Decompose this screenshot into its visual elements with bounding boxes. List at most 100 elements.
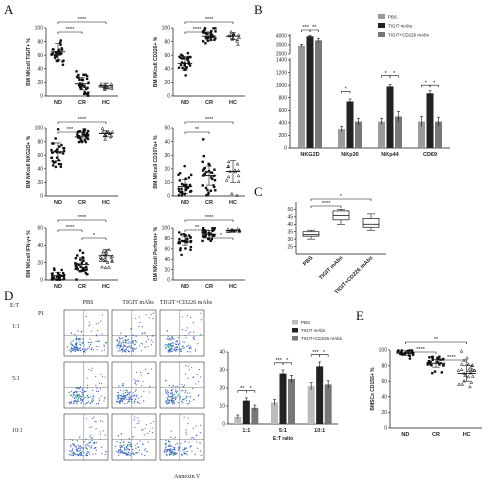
x-category-label: NKG2D xyxy=(300,152,319,158)
flow-event xyxy=(121,351,124,353)
flow-event xyxy=(103,400,105,402)
flow-event xyxy=(168,453,171,455)
flow-event xyxy=(116,344,118,347)
flow-event xyxy=(169,444,171,446)
flow-event xyxy=(91,367,93,369)
flow-event xyxy=(187,422,189,425)
flow-event xyxy=(152,341,154,343)
x-category-label: ND xyxy=(181,284,189,290)
sig-cr-hc-stars: **** xyxy=(447,355,456,361)
data-point xyxy=(79,139,83,142)
sig-nd-hc-stars: **** xyxy=(78,117,87,123)
flow-event xyxy=(79,338,82,340)
flow-event xyxy=(117,394,120,396)
flow-event xyxy=(140,343,142,345)
data-point xyxy=(459,349,464,353)
data-point xyxy=(110,129,115,134)
data-point xyxy=(177,189,181,193)
data-point xyxy=(201,231,204,234)
flow-event xyxy=(75,343,78,345)
flow-event xyxy=(73,443,76,446)
y-tick-label: 30 xyxy=(219,368,225,374)
data-point xyxy=(431,357,434,360)
flow-event xyxy=(173,403,176,405)
flow-event xyxy=(68,402,71,405)
flow-event xyxy=(150,314,152,316)
flow-event xyxy=(144,333,146,335)
flow-event xyxy=(170,430,172,432)
flow-event xyxy=(132,392,134,394)
sig-1-b-bracket xyxy=(282,362,292,365)
data-point xyxy=(205,194,208,197)
flow-event xyxy=(98,398,100,400)
flow-event xyxy=(126,452,128,455)
data-point xyxy=(54,160,57,164)
data-point xyxy=(60,143,63,147)
flow-event xyxy=(174,386,177,388)
x-axis-title: E:T ratio xyxy=(273,436,293,442)
data-point xyxy=(442,363,445,367)
flow-event xyxy=(124,345,127,347)
flow-event xyxy=(69,438,71,441)
flow-event xyxy=(135,317,137,319)
data-point xyxy=(210,30,213,33)
flow-event xyxy=(174,449,176,451)
flow-event xyxy=(169,345,172,347)
flow-event xyxy=(196,441,198,443)
flow-event xyxy=(126,339,128,341)
flow-event xyxy=(168,384,171,387)
flow-event xyxy=(122,346,124,348)
flow-event xyxy=(127,338,130,341)
flow-event xyxy=(120,342,123,344)
data-point xyxy=(211,233,214,237)
flow-event xyxy=(116,340,119,342)
sig-nd-cr-stars: ** xyxy=(195,127,200,133)
flow-event xyxy=(125,335,128,338)
y-tick-label: 40 xyxy=(381,395,387,401)
flow-event xyxy=(103,344,105,346)
data-point xyxy=(236,173,241,178)
data-point xyxy=(177,194,181,197)
flow-event xyxy=(75,391,77,393)
flow-event xyxy=(168,448,171,451)
flow-event xyxy=(121,400,124,402)
flow-event xyxy=(98,340,100,342)
data-point xyxy=(188,64,192,67)
data-point xyxy=(210,176,213,179)
x-category-label: CD69 xyxy=(423,152,437,158)
flow-event xyxy=(72,439,74,442)
flow-event xyxy=(70,444,72,447)
data-point xyxy=(228,229,233,233)
x-category-label: 1:1 xyxy=(242,428,250,434)
y-tick-label: 80 xyxy=(37,39,43,45)
flow-event xyxy=(89,441,92,443)
flow-event xyxy=(190,347,192,349)
y-tick-label: 40 xyxy=(287,222,293,228)
y-tick-label: 100 xyxy=(162,26,171,32)
flow-event xyxy=(87,384,89,386)
flow-event xyxy=(77,444,80,447)
data-point xyxy=(184,74,187,77)
flow-event xyxy=(87,341,89,343)
flow-event xyxy=(73,400,76,403)
flow-event xyxy=(172,438,175,440)
flow-event xyxy=(123,345,126,347)
sig-cr-hc-stars: * xyxy=(220,233,223,239)
flow-event xyxy=(123,396,125,398)
flow-event xyxy=(77,387,79,389)
data-point xyxy=(85,262,88,265)
flow-event xyxy=(176,442,179,445)
data-point xyxy=(53,53,57,57)
data-point xyxy=(61,63,65,67)
data-point xyxy=(408,357,412,360)
data-point xyxy=(456,368,461,372)
flow-event xyxy=(168,395,170,398)
flow-event xyxy=(170,345,173,347)
flow-event xyxy=(196,373,198,376)
flow-event xyxy=(72,349,74,352)
flow-event xyxy=(96,387,98,389)
y-axis-title: BM NKcell NKG2D+ % xyxy=(26,135,32,188)
flow-event xyxy=(126,454,128,456)
flow-event xyxy=(103,430,105,432)
flow-event xyxy=(151,427,153,429)
